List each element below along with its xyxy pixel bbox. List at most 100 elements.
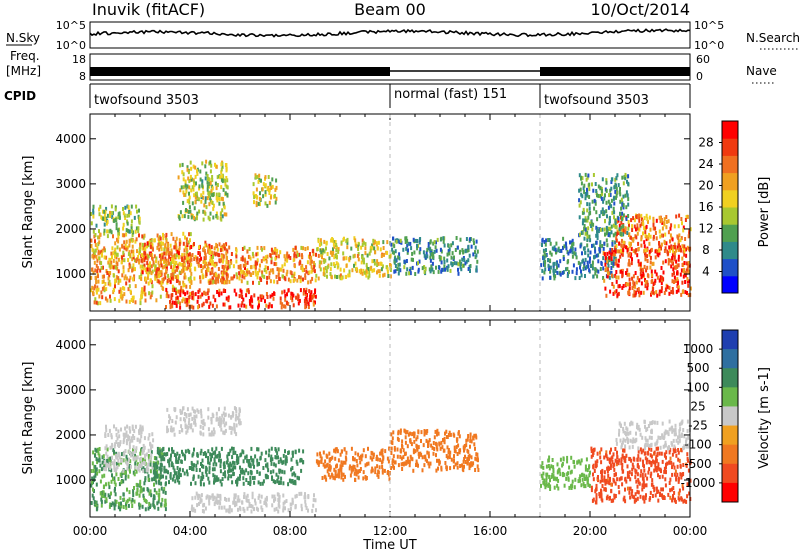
velocity-cell [279, 480, 282, 485]
power-cell [606, 273, 609, 278]
velocity-cell [102, 490, 105, 495]
velocity-cell [270, 446, 273, 451]
velocity-cell [436, 428, 439, 433]
power-cell [151, 243, 154, 248]
power-cell [640, 222, 643, 226]
power-cell [646, 254, 648, 259]
velocity-cell [201, 509, 204, 513]
power-cell [421, 266, 424, 271]
power-cell [245, 304, 248, 309]
power-cell [147, 272, 150, 277]
power-cell [625, 282, 628, 287]
power-cell [159, 236, 162, 241]
power-cell [627, 202, 630, 207]
power-cell [326, 252, 329, 256]
power-cell [660, 242, 663, 247]
velocity-cell [466, 458, 469, 463]
power-cell [123, 240, 126, 245]
power-cell [562, 245, 564, 250]
velocity-cell [207, 415, 210, 420]
velocity-cell [105, 467, 108, 472]
velocity-cell [300, 491, 303, 496]
power-cell [626, 245, 629, 250]
velocity-cell [294, 494, 297, 499]
velocity-cell [119, 472, 122, 477]
power-cell [188, 200, 191, 205]
velocity-cell [211, 430, 213, 435]
velocity-cell [355, 459, 358, 463]
power-cell [628, 277, 631, 282]
power-cell [587, 248, 590, 253]
power-cell [641, 267, 644, 272]
power-cell [142, 266, 145, 271]
power-cell [465, 237, 468, 241]
power-cell [185, 284, 188, 289]
power-cell [572, 241, 575, 246]
power-cell [108, 273, 111, 278]
velocity-cell [392, 464, 395, 469]
power-cell [188, 252, 191, 257]
velocity-cell [435, 445, 438, 450]
velocity-cell [140, 463, 143, 468]
velocity-cell [242, 469, 245, 474]
velocity-cell [220, 419, 222, 424]
power-cell [598, 214, 601, 219]
velocity-cell [222, 472, 225, 477]
power-cell [176, 249, 179, 254]
velocity-cell [540, 464, 543, 469]
velocity-cell [129, 469, 131, 474]
power-cell [196, 171, 199, 176]
velocity-cell [139, 482, 142, 487]
velocity-cell [122, 432, 125, 437]
velocity-cell [579, 478, 581, 483]
velocity-cell [164, 482, 167, 487]
power-cell [673, 255, 676, 260]
velocity-cell [334, 456, 337, 461]
power-cell [214, 298, 217, 303]
velocity-cell [420, 452, 423, 457]
velocity-cell [155, 467, 158, 472]
power-cell [103, 255, 106, 260]
power-cell [645, 268, 648, 273]
power-cell [608, 193, 611, 198]
power-cell [93, 300, 96, 305]
velocity-cell [136, 488, 139, 493]
power-cell [165, 235, 168, 240]
velocity-cell [113, 449, 115, 454]
velocity-cell [140, 430, 143, 435]
velocity-cell [422, 443, 425, 448]
velocity-cell [98, 469, 101, 474]
power-cell [411, 251, 414, 256]
power-cell [240, 257, 243, 262]
power-cell [138, 275, 141, 280]
power-cell [160, 263, 163, 268]
power-cell [353, 253, 356, 258]
velocity-cell [176, 466, 179, 470]
power-cell [449, 268, 452, 273]
velocity-cell [360, 457, 363, 462]
power-cell [278, 267, 281, 272]
power-cell [266, 280, 268, 285]
velocity-cell [122, 458, 125, 463]
power-cell [127, 205, 130, 210]
power-cell [615, 270, 618, 274]
velocity-cell [219, 496, 222, 501]
velocity-cell [249, 482, 252, 487]
power-cell [179, 293, 182, 298]
velocity-cell [570, 455, 573, 460]
power-cell [572, 263, 575, 268]
power-cell [123, 286, 126, 291]
power-cell [343, 236, 345, 241]
velocity-cell [284, 449, 286, 454]
power-cell [90, 244, 93, 248]
power-cell [448, 251, 451, 256]
power-cell [167, 273, 170, 278]
velocity-cell [241, 467, 244, 472]
power-cell [217, 273, 220, 278]
power-cell [105, 206, 108, 211]
power-cell [165, 263, 167, 268]
power-cell [622, 181, 625, 186]
power-cell [379, 247, 382, 252]
power-cell [122, 207, 124, 211]
power-cell [312, 252, 315, 257]
